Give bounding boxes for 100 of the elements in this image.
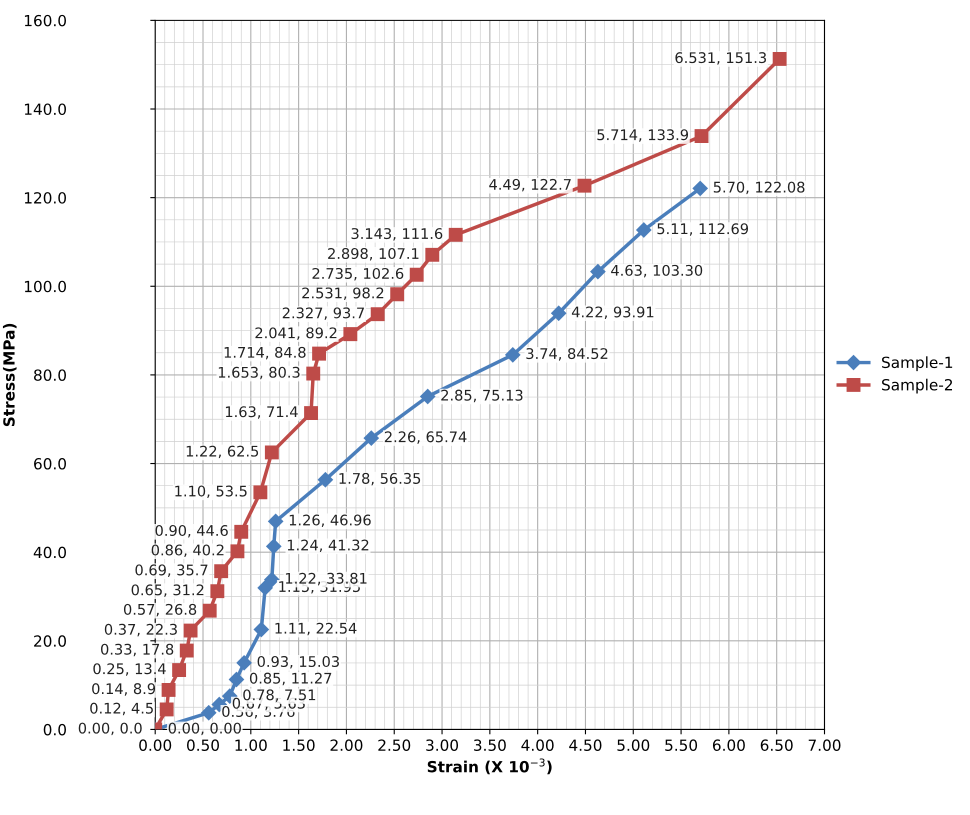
point bbox=[420, 388, 436, 404]
point bbox=[304, 406, 318, 420]
point bbox=[266, 538, 282, 554]
data-label: 0.69, 35.7 bbox=[135, 564, 208, 577]
point bbox=[162, 683, 176, 697]
data-label: 1.714, 84.8 bbox=[224, 346, 306, 360]
data-label: 0.65, 31.2 bbox=[132, 584, 204, 597]
point bbox=[214, 564, 228, 578]
x-tick-label: 0.00 bbox=[139, 739, 172, 751]
x-tick-label: 2.50 bbox=[378, 739, 410, 751]
data-label: 3.143, 111.6 bbox=[352, 228, 442, 241]
data-label: 2.26, 65.74 bbox=[384, 431, 466, 444]
data-label: 0.90, 44.6 bbox=[156, 524, 228, 538]
data-label: 1.653, 80.3 bbox=[218, 366, 300, 380]
point bbox=[772, 52, 787, 66]
point bbox=[578, 178, 592, 193]
data-label: 0.37, 22.3 bbox=[104, 624, 177, 636]
point bbox=[410, 268, 424, 282]
point bbox=[694, 129, 708, 143]
data-label: 2.85, 75.13 bbox=[441, 390, 523, 402]
data-label: 0.00, 0.00 bbox=[168, 722, 241, 736]
x-tick-label: 1.50 bbox=[283, 739, 315, 751]
x-tick-label: 4.50 bbox=[569, 739, 602, 751]
data-label: 0.85, 11.27 bbox=[250, 672, 332, 686]
y-tick-label: 80.0 bbox=[34, 369, 66, 381]
y-tick-label: 60.0 bbox=[34, 458, 66, 470]
x-tick-label: 2.00 bbox=[330, 739, 362, 751]
point bbox=[343, 327, 358, 342]
x-tick-label: 6.00 bbox=[712, 739, 745, 751]
y-tick-label: 0.0 bbox=[44, 724, 66, 736]
point bbox=[390, 287, 404, 302]
point bbox=[268, 514, 284, 529]
data-label: 1.78, 56.35 bbox=[339, 472, 420, 486]
point bbox=[234, 524, 248, 539]
data-label: 3.74, 84.52 bbox=[526, 348, 608, 361]
data-label: 4.22, 93.91 bbox=[572, 306, 654, 319]
point bbox=[692, 180, 708, 196]
point bbox=[306, 366, 320, 381]
x-tick-label: 3.50 bbox=[474, 739, 506, 751]
y-axis-title: Stress(MPa) bbox=[2, 324, 17, 426]
point bbox=[230, 544, 244, 558]
data-label: 4.63, 103.30 bbox=[611, 264, 702, 278]
data-label: 1.11, 22.54 bbox=[275, 622, 357, 636]
x-tick-label: 1.00 bbox=[235, 739, 267, 751]
data-label: 2.041, 89.2 bbox=[255, 327, 336, 340]
data-label: 1.22, 62.5 bbox=[186, 446, 258, 458]
data-label: 0.12, 4.5 bbox=[90, 702, 153, 716]
x-tick-label: 0.50 bbox=[187, 739, 219, 751]
point bbox=[505, 347, 520, 362]
data-label: 5.70, 122.08 bbox=[714, 182, 804, 194]
y-tick-label: 100.0 bbox=[24, 280, 66, 292]
data-label: 0.00, 0.0 bbox=[78, 722, 142, 736]
point bbox=[425, 248, 440, 262]
point bbox=[202, 604, 217, 618]
x-tick-label: 4.00 bbox=[521, 739, 554, 751]
data-label: 0.14, 8.9 bbox=[92, 683, 156, 696]
x-tick-label: 7.00 bbox=[808, 739, 840, 751]
x-tick-label: 3.00 bbox=[426, 739, 458, 751]
data-label: 6.531, 151.3 bbox=[675, 52, 766, 65]
point bbox=[184, 624, 198, 638]
y-tick-label: 140.0 bbox=[24, 103, 66, 116]
legend-label: Sample-1 bbox=[882, 356, 952, 372]
point bbox=[636, 222, 652, 238]
data-label: 0.57, 26.8 bbox=[124, 604, 196, 616]
point bbox=[264, 446, 279, 460]
y-tick-label: 160.0 bbox=[24, 14, 66, 26]
data-label: 2.531, 98.2 bbox=[302, 287, 384, 300]
data-label: 1.26, 46.96 bbox=[290, 514, 371, 528]
point bbox=[318, 472, 333, 488]
data-label: 0.25, 13.4 bbox=[93, 663, 166, 676]
legend-label: Sample-2 bbox=[882, 378, 952, 394]
point bbox=[551, 306, 566, 321]
point bbox=[253, 485, 268, 500]
x-tick-label: 5.50 bbox=[665, 739, 698, 751]
point bbox=[258, 580, 273, 596]
data-label: 5.714, 133.9 bbox=[597, 129, 688, 142]
data-label: 5.11, 112.69 bbox=[657, 223, 748, 236]
data-label: 2.898, 107.1 bbox=[328, 248, 418, 261]
point bbox=[254, 622, 269, 638]
point bbox=[210, 584, 224, 598]
point bbox=[180, 644, 194, 658]
point bbox=[228, 672, 244, 688]
point bbox=[201, 705, 216, 720]
point bbox=[160, 702, 174, 716]
point bbox=[364, 430, 379, 446]
data-label: 2.327, 93.7 bbox=[282, 307, 364, 320]
point bbox=[264, 572, 280, 588]
point bbox=[172, 663, 186, 677]
data-label: 4.49, 122.7 bbox=[489, 178, 571, 192]
x-tick-label: 6.50 bbox=[760, 739, 793, 751]
y-tick-label: 20.0 bbox=[34, 635, 66, 647]
y-tick-label: 120.0 bbox=[24, 192, 66, 204]
data-label: 0.86, 40.2 bbox=[152, 544, 224, 557]
point bbox=[312, 346, 326, 361]
x-tick-label: 5.00 bbox=[617, 739, 650, 751]
x-axis-title: Strain (X 10$^{−3}$) bbox=[428, 758, 552, 774]
point bbox=[448, 228, 463, 242]
point bbox=[370, 307, 385, 322]
point bbox=[236, 655, 252, 670]
data-label: 1.24, 41.32 bbox=[288, 540, 368, 552]
